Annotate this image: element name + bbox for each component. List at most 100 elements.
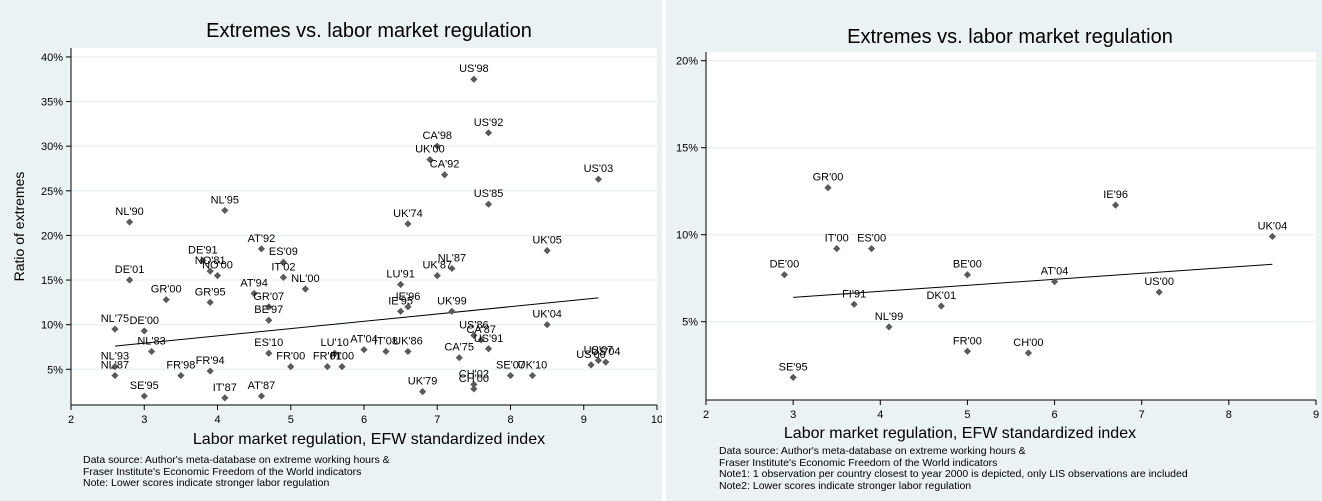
right-point-label: UK'04 <box>1258 220 1288 232</box>
right-chart-notes: Data source: Author's meta-database on e… <box>719 445 1188 492</box>
right-point-label: US'00 <box>1144 276 1174 288</box>
note-line: Note1: 1 observation per country closest… <box>719 468 1188 480</box>
right-data-point <box>833 245 841 253</box>
left-data-point <box>265 303 273 311</box>
left-point-label: DE'01 <box>115 264 145 276</box>
left-data-point <box>528 371 537 380</box>
left-data-point <box>440 171 449 179</box>
left-data-point <box>111 371 119 380</box>
left-point-label: DE'00 <box>129 315 159 327</box>
left-data-point <box>265 316 273 324</box>
right-point-label: IT'00 <box>825 233 849 245</box>
left-fit-line <box>114 297 599 347</box>
right-data-point <box>1111 201 1120 209</box>
left-y-tick-label: 35% <box>41 97 63 109</box>
left-y-tick-label: 25% <box>41 186 63 198</box>
left-data-point <box>206 298 214 306</box>
right-point-label: DK'01 <box>926 290 956 302</box>
right-point-label: BE'00 <box>953 259 982 271</box>
left-data-point <box>126 276 134 284</box>
right-data-point <box>1155 288 1163 296</box>
left-data-point <box>140 392 148 400</box>
left-point-label: UK'04 <box>532 309 562 321</box>
left-data-point <box>594 356 602 364</box>
left-point-label: UK'99 <box>437 295 467 307</box>
left-data-point <box>287 363 295 371</box>
left-data-point <box>147 347 156 356</box>
left-data-point <box>594 175 602 183</box>
left-data-point <box>404 347 412 356</box>
left-x-tick-label: 4 <box>214 414 220 426</box>
left-point-label: LU'10 <box>320 337 348 349</box>
right-data-point <box>824 184 832 192</box>
left-point-label: ES'09 <box>269 246 298 258</box>
left-data-point <box>506 371 515 380</box>
right-y-tick-label: 15% <box>676 143 698 155</box>
left-data-point <box>221 206 229 215</box>
left-point-label: AT'94 <box>240 277 268 289</box>
left-data-point <box>221 394 229 402</box>
note-line: Fraser Institute's Economic Freedom of t… <box>719 456 998 469</box>
left-point-label: SE'95 <box>130 380 159 392</box>
left-data-point <box>206 267 214 275</box>
left-point-label: NL'00 <box>291 273 319 285</box>
left-x-axis-label: Labor market regulation, EFW standardize… <box>193 431 545 448</box>
right-point-label: DE'00 <box>770 259 800 271</box>
left-data-point <box>360 346 368 354</box>
right-x-tick-label: 2 <box>703 409 709 421</box>
left-point-label: CH'00 <box>459 373 489 385</box>
left-point-label: IE'95 <box>388 295 413 307</box>
left-point-label: GR'07 <box>253 291 284 303</box>
right-point-label: NL'99 <box>875 311 903 323</box>
right-data-point <box>937 302 945 310</box>
left-data-point <box>484 129 493 137</box>
left-data-point <box>301 285 309 293</box>
left-point-label: FR'01 <box>313 351 342 363</box>
left-data-point <box>257 392 266 400</box>
left-data-point <box>206 367 214 375</box>
left-point-label: UK'00 <box>415 144 445 156</box>
left-point-label: CH'02 <box>459 368 489 380</box>
left-y-tick-label: 10% <box>41 320 63 332</box>
right-data-point <box>885 323 893 331</box>
left-data-point <box>448 307 456 315</box>
left-data-point <box>111 363 119 371</box>
left-data-point <box>470 331 478 339</box>
right-data-point <box>963 271 972 279</box>
left-point-label: US'03 <box>584 163 614 175</box>
left-point-label: US'00 <box>576 349 606 361</box>
right-point-label: SE'95 <box>779 361 808 373</box>
left-data-point <box>404 303 412 311</box>
left-data-point <box>543 246 551 255</box>
right-fit-line <box>793 263 1273 298</box>
left-point-label: NL'87 <box>101 360 129 372</box>
left-data-point <box>213 271 222 280</box>
left-point-label: UK'79 <box>408 376 438 388</box>
right-data-point <box>1024 349 1033 357</box>
left-data-point <box>265 349 273 357</box>
left-data-point <box>433 271 441 280</box>
left-data-point <box>323 363 331 371</box>
left-y-tick-label: 40% <box>41 52 63 64</box>
left-y-tick-label: 30% <box>41 141 63 153</box>
left-point-label: NL'87 <box>438 252 466 264</box>
left-data-point <box>543 321 551 329</box>
left-data-point <box>397 307 405 315</box>
left-point-label: US'04 <box>591 346 621 358</box>
left-data-point <box>484 345 493 353</box>
left-data-point <box>602 358 610 366</box>
left-point-label: CA'75 <box>444 342 474 354</box>
left-point-label: DE'91 <box>188 244 218 256</box>
left-data-point <box>257 245 266 253</box>
left-point-label: NL'90 <box>115 206 143 218</box>
left-data-point <box>250 289 258 298</box>
left-x-tick-label: 8 <box>507 414 513 426</box>
left-data-point <box>162 296 170 304</box>
left-data-point <box>448 264 456 273</box>
right-x-tick-label: 7 <box>1139 409 1145 421</box>
left-data-point <box>382 347 390 356</box>
left-data-point <box>140 327 148 335</box>
right-data-point <box>1268 232 1277 241</box>
left-x-tick-label: 6 <box>361 414 367 426</box>
right-y-tick-label: 5% <box>682 317 698 329</box>
